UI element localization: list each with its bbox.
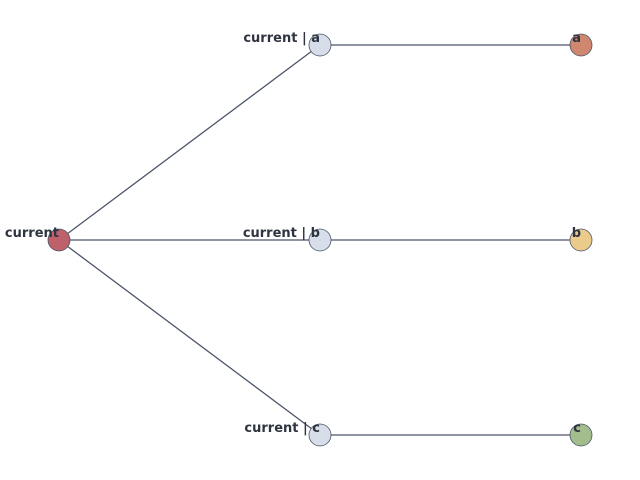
node-c: [569, 423, 593, 447]
label-current: current: [5, 226, 59, 241]
label-a: a: [572, 31, 581, 46]
node-current-c: [308, 423, 332, 447]
label-b: b: [572, 226, 581, 241]
node-b: [569, 228, 593, 252]
node-a: [569, 33, 593, 57]
node-current: [47, 228, 71, 252]
edge-current-to-current-a: [58, 44, 321, 241]
label-current-c: current | c: [244, 421, 320, 436]
node-current-b: [308, 228, 332, 252]
node-current-a: [308, 33, 332, 57]
label-c: c: [573, 421, 581, 436]
label-current-a: current | a: [243, 31, 320, 46]
label-current-b: current | b: [243, 226, 320, 241]
edge-current-to-current-c: [58, 239, 321, 436]
